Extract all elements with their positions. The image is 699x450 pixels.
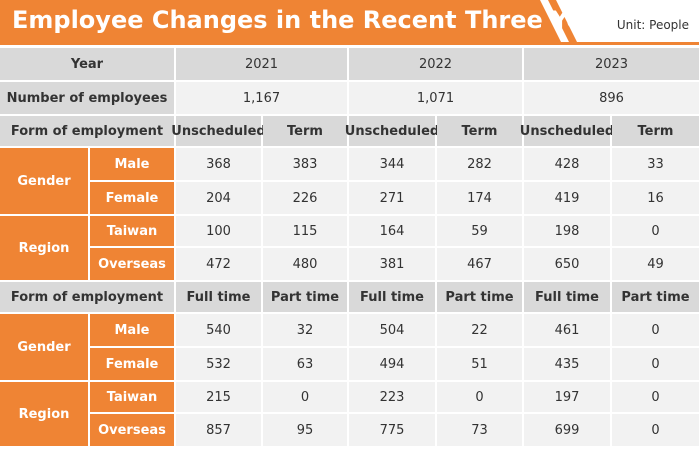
- value-cell: 480: [263, 248, 347, 280]
- value-cell: 383: [263, 148, 347, 180]
- value-cell: 472: [176, 248, 261, 280]
- row-label: Female: [90, 182, 174, 214]
- value-cell: 164: [349, 216, 435, 246]
- value-cell: 435: [524, 348, 610, 380]
- unit-label: Unit: People: [616, 18, 689, 32]
- row-label: Male: [90, 148, 174, 180]
- value-cell: 0: [612, 382, 699, 412]
- column-header: Full time: [349, 282, 435, 312]
- column-header: Unscheduled: [520, 116, 614, 146]
- form-label: Form of employment: [0, 282, 174, 312]
- banner-accent: [548, 0, 578, 44]
- value-cell: 204: [176, 182, 261, 214]
- column-header: Unscheduled: [345, 116, 439, 146]
- value-cell: 494: [349, 348, 435, 380]
- value-cell: 0: [437, 382, 522, 412]
- group-label: Region: [0, 216, 88, 280]
- column-header: Part time: [437, 282, 522, 312]
- row-label: Male: [90, 314, 174, 346]
- value-cell: 857: [176, 414, 261, 446]
- value-cell: 467: [437, 248, 522, 280]
- value-cell: 428: [524, 148, 610, 180]
- row-label: Overseas: [90, 248, 174, 280]
- column-header: Term: [437, 116, 522, 146]
- value-cell: 174: [437, 182, 522, 214]
- employees-count: 896: [524, 82, 699, 114]
- value-cell: 540: [176, 314, 261, 346]
- value-cell: 100: [176, 216, 261, 246]
- value-cell: 775: [349, 414, 435, 446]
- value-cell: 198: [524, 216, 610, 246]
- value-cell: 699: [524, 414, 610, 446]
- year-label: Year: [0, 48, 174, 80]
- value-cell: 0: [612, 348, 699, 380]
- column-header: Full time: [176, 282, 261, 312]
- value-cell: 504: [349, 314, 435, 346]
- employees-label: Number of employees: [0, 82, 174, 114]
- value-cell: 461: [524, 314, 610, 346]
- column-header: Unscheduled: [171, 116, 266, 146]
- value-cell: 368: [176, 148, 261, 180]
- value-cell: 95: [263, 414, 347, 446]
- title-banner: [0, 0, 562, 44]
- row-label: Taiwan: [90, 382, 174, 412]
- value-cell: 16: [612, 182, 699, 214]
- form-label: Form of employment: [0, 116, 174, 146]
- value-cell: 51: [437, 348, 522, 380]
- value-cell: 532: [176, 348, 261, 380]
- column-header: Term: [263, 116, 347, 146]
- value-cell: 197: [524, 382, 610, 412]
- value-cell: 0: [612, 414, 699, 446]
- row-label: Taiwan: [90, 216, 174, 246]
- value-cell: 0: [612, 314, 699, 346]
- group-label: Region: [0, 382, 88, 446]
- row-label: Overseas: [90, 414, 174, 446]
- value-cell: 381: [349, 248, 435, 280]
- value-cell: 32: [263, 314, 347, 346]
- column-header: Part time: [612, 282, 699, 312]
- value-cell: 419: [524, 182, 610, 214]
- header-banner: [0, 0, 699, 45]
- value-cell: 33: [612, 148, 699, 180]
- value-cell: 226: [263, 182, 347, 214]
- value-cell: 63: [263, 348, 347, 380]
- value-cell: 49: [612, 248, 699, 280]
- column-header: Term: [612, 116, 699, 146]
- year-header: 2022: [349, 48, 522, 80]
- value-cell: 0: [263, 382, 347, 412]
- value-cell: 282: [437, 148, 522, 180]
- row-label: Female: [90, 348, 174, 380]
- value-cell: 650: [524, 248, 610, 280]
- value-cell: 59: [437, 216, 522, 246]
- value-cell: 271: [349, 182, 435, 214]
- value-cell: 0: [612, 216, 699, 246]
- employees-count: 1,167: [176, 82, 347, 114]
- year-header: 2023: [524, 48, 699, 80]
- group-label: Gender: [0, 148, 88, 214]
- employees-count: 1,071: [349, 82, 522, 114]
- header-rule: [0, 42, 699, 45]
- value-cell: 115: [263, 216, 347, 246]
- column-header: Part time: [263, 282, 347, 312]
- value-cell: 73: [437, 414, 522, 446]
- page-title: Employee Changes in the Recent Three Yea…: [12, 6, 625, 34]
- column-header: Full time: [524, 282, 610, 312]
- group-label: Gender: [0, 314, 88, 380]
- value-cell: 223: [349, 382, 435, 412]
- value-cell: 215: [176, 382, 261, 412]
- value-cell: 344: [349, 148, 435, 180]
- value-cell: 22: [437, 314, 522, 346]
- year-header: 2021: [176, 48, 347, 80]
